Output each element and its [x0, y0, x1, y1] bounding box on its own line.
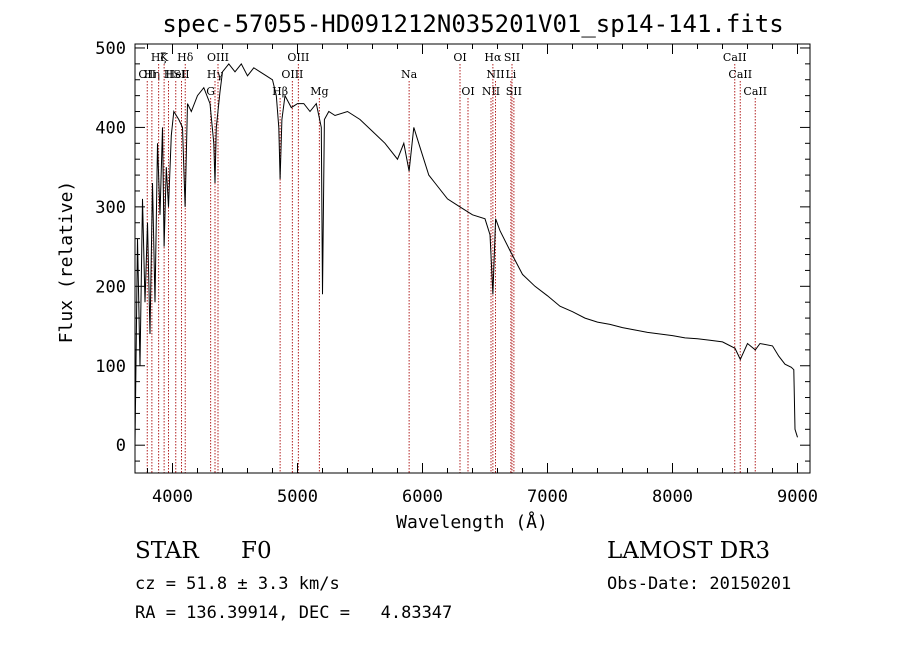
- line-marker-label: Hγ: [207, 68, 224, 81]
- x-axis-label: Wavelength (Å): [396, 511, 548, 533]
- y-tick-label: 400: [95, 118, 126, 138]
- line-marker-label: H: [164, 68, 174, 81]
- line-marker-label: K: [160, 51, 169, 64]
- x-tick-label: 6000: [402, 487, 443, 507]
- line-marker-label: OIII: [207, 51, 229, 64]
- chart-title: spec-57055-HD091212N035201V01_sp14-141.f…: [162, 10, 783, 38]
- x-tick-label: 4000: [152, 487, 193, 507]
- line-marker-label: Hη: [144, 68, 160, 81]
- line-marker-label: NII: [482, 85, 500, 98]
- line-marker-label: Na: [401, 68, 418, 81]
- line-marker-label: OI: [461, 85, 474, 98]
- line-marker-label: SII: [504, 51, 520, 64]
- coordinates: RA = 136.39914, DEC = 4.83347: [135, 603, 453, 623]
- line-marker-label: OIII: [287, 51, 309, 64]
- survey-name: LAMOST DR3: [607, 538, 771, 564]
- y-tick-label: 200: [95, 277, 126, 297]
- object-class: STAR: [135, 538, 199, 564]
- line-marker-label: Li: [505, 68, 516, 81]
- x-tick-label: 5000: [277, 487, 318, 507]
- y-axis-label: Flux (relative): [56, 181, 77, 344]
- spectrum-line: [134, 62, 798, 446]
- plot-frame: [134, 43, 811, 474]
- y-tick-label: 300: [95, 198, 126, 218]
- line-marker-label: Hδ: [177, 51, 194, 64]
- obs-date: Obs-Date: 20150201: [607, 574, 792, 594]
- line-marker-label: CaII: [728, 68, 752, 81]
- y-axis-ticks: 0 100 200 300 400 500: [95, 39, 810, 462]
- line-marker-label: OI: [453, 51, 466, 64]
- line-marker-label: HeI: [166, 68, 186, 81]
- line-marker-label: NII: [486, 68, 504, 81]
- line-marker-label: Mg: [310, 85, 328, 98]
- y-tick-label: 0: [116, 436, 126, 456]
- line-marker-label: Hα: [484, 51, 502, 64]
- line-markers: OIIHηHζKHHeIHδSIIGHγOIIIHβOIIIOIIIMgNaOI…: [138, 51, 767, 473]
- y-tick-label: 500: [95, 39, 126, 59]
- line-marker-label: CaII: [743, 85, 767, 98]
- line-marker-label: SII: [506, 85, 522, 98]
- line-marker-label: CaII: [723, 51, 747, 64]
- redshift-readout: cz = 51.8 ± 3.3 km/s: [135, 574, 340, 594]
- line-marker-label: OII: [138, 68, 156, 81]
- x-axis-ticks: 4000 5000 6000 7000 8000 9000: [147, 44, 818, 507]
- spectral-subclass: F0: [241, 538, 272, 564]
- y-tick-label: 100: [95, 357, 126, 377]
- line-marker-label: SII: [173, 68, 189, 81]
- x-tick-label: 9000: [777, 487, 818, 507]
- line-marker-label: OIII: [281, 68, 303, 81]
- x-tick-label: 7000: [527, 487, 568, 507]
- line-marker-label: G: [206, 85, 215, 98]
- line-marker-label: Hζ: [151, 51, 167, 64]
- x-tick-label: 8000: [652, 487, 693, 507]
